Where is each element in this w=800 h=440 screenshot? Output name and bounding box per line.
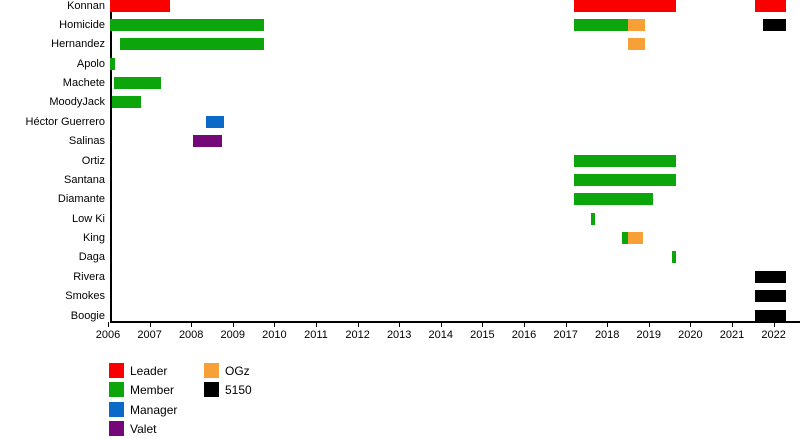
legend-label: Leader xyxy=(130,364,168,378)
timeline-bar xyxy=(628,38,645,51)
x-axis-tick xyxy=(524,322,525,327)
x-axis-tick-label: 2016 xyxy=(511,329,537,341)
row-label: Rivera xyxy=(73,270,105,283)
x-axis-tick-label: 2007 xyxy=(137,329,162,341)
row-label: Diamante xyxy=(57,193,105,206)
x-axis-tick xyxy=(232,322,234,327)
x-axis-tick xyxy=(565,322,567,327)
timeline-bar xyxy=(110,57,116,70)
row-label: Smokes xyxy=(65,290,105,303)
x-axis xyxy=(110,321,800,323)
timeline-bar xyxy=(754,290,787,303)
x-axis-tick xyxy=(149,322,151,327)
timeline-bar xyxy=(573,154,676,167)
x-axis-tick xyxy=(316,322,317,327)
row-label: Ortiz xyxy=(81,154,105,167)
row-label: Héctor Guerrero xyxy=(25,115,105,128)
x-axis-tick-label: 2017 xyxy=(553,329,578,341)
timeline-bar xyxy=(110,0,171,12)
timeline-bar xyxy=(763,18,787,31)
x-axis-tick xyxy=(648,322,650,327)
row-label: Daga xyxy=(78,251,105,264)
x-axis-tick xyxy=(191,322,193,327)
x-axis-tick-label: 2015 xyxy=(470,329,495,341)
timeline-bar xyxy=(754,270,787,283)
x-axis-tick-label: 2009 xyxy=(220,329,246,341)
x-axis-tick-label: 2010 xyxy=(262,329,287,341)
x-axis-tick-label: 2011 xyxy=(304,329,328,341)
x-axis-tick xyxy=(108,322,109,327)
x-axis-tick-label: 2018 xyxy=(594,329,620,341)
timeline-bar xyxy=(112,96,142,109)
timeline-bar xyxy=(573,173,676,186)
x-axis-tick-label: 2014 xyxy=(428,329,454,341)
x-axis-tick-label: 2013 xyxy=(386,329,412,341)
legend-label: Member xyxy=(130,383,175,398)
x-axis-tick xyxy=(773,322,775,327)
x-axis-tick-label: 2021 xyxy=(719,329,745,341)
timeline-bar xyxy=(754,0,787,12)
row-label: Salinas xyxy=(68,135,105,148)
row-label: Santana xyxy=(64,173,105,186)
legend-label: Manager xyxy=(130,402,178,417)
timeline-bar xyxy=(573,0,676,12)
legend-swatch xyxy=(109,401,124,417)
timeline-bar xyxy=(120,38,264,51)
row-label: Low Ki xyxy=(71,212,105,225)
x-axis-tick-label: 2020 xyxy=(678,329,703,341)
x-axis-tick xyxy=(690,322,692,327)
timeline-bar xyxy=(754,309,787,322)
timeline-bar xyxy=(621,232,628,245)
timeline-bar xyxy=(573,18,628,31)
x-axis-tick-label: 2008 xyxy=(178,329,204,341)
legend-swatch xyxy=(109,363,124,378)
timeline-bar xyxy=(193,135,223,148)
timeline-bar xyxy=(573,193,653,206)
legend-label: Valet xyxy=(130,421,157,436)
legend-label: 5150 xyxy=(225,383,252,398)
y-axis xyxy=(110,0,112,323)
x-axis-tick xyxy=(482,322,484,327)
x-axis-tick xyxy=(607,322,609,327)
timeline-bar xyxy=(590,212,595,225)
x-axis-tick xyxy=(440,322,442,327)
timeline-bar xyxy=(205,115,225,128)
timeline-bar xyxy=(628,18,645,31)
row-label: Konnan xyxy=(67,0,105,12)
x-axis-tick-label: 2012 xyxy=(345,329,370,341)
legend-label: OGz xyxy=(225,364,250,378)
row-label: Apolo xyxy=(76,57,105,70)
x-axis-tick-label: 2022 xyxy=(761,329,786,341)
timeline-bar xyxy=(110,18,264,31)
row-label: Machete xyxy=(62,77,105,90)
timeline-bar xyxy=(671,251,676,264)
legend-swatch xyxy=(109,382,124,398)
row-label: King xyxy=(82,232,105,245)
x-axis-tick xyxy=(399,322,401,327)
row-label: Hernandez xyxy=(51,38,105,51)
timeline-bar xyxy=(114,77,161,90)
x-axis-tick-label: 2019 xyxy=(636,329,662,341)
row-label: MoodyJack xyxy=(49,96,105,109)
x-axis-tick-label: 2006 xyxy=(95,329,121,341)
timeline-bar xyxy=(628,232,643,245)
x-axis-tick xyxy=(357,322,359,327)
legend-swatch xyxy=(204,382,219,398)
legend-swatch xyxy=(109,420,124,436)
x-axis-tick xyxy=(732,322,733,327)
row-label: Boogie xyxy=(70,309,105,322)
x-axis-tick xyxy=(274,322,276,327)
row-label: Homicide xyxy=(59,18,105,31)
legend-swatch xyxy=(204,363,219,378)
